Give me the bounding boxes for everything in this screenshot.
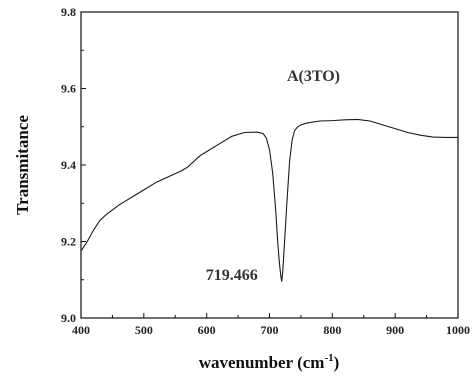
x-tick-label: 900 <box>386 323 404 337</box>
x-tick-label: 800 <box>323 323 341 337</box>
y-tick-label: 9.6 <box>61 82 76 96</box>
y-axis-ticks: 9.0 9.2 9.4 9.6 9.8 <box>61 5 86 325</box>
transmittance-series-line <box>80 118 458 282</box>
x-axis-title: wavenumber (cm-1) <box>199 352 340 372</box>
x-axis-title-end: ) <box>334 353 340 372</box>
x-axis-title-superscript: -1 <box>324 352 333 364</box>
x-axis-title-main: wavenumber (cm <box>199 353 325 372</box>
y-tick-label: 9.8 <box>61 5 76 19</box>
annotation-peak-value: 719.466 <box>206 267 258 284</box>
x-tick-label: 400 <box>72 323 90 337</box>
annotations: A(3TO) 719.466 <box>206 68 340 284</box>
y-tick-label: 9.0 <box>61 311 76 325</box>
x-axis-ticks: 400 500 600 700 800 900 1000 <box>72 313 470 337</box>
y-tick-label: 9.2 <box>61 235 76 249</box>
y-tick-label: 9.4 <box>61 158 76 172</box>
x-tick-label: 700 <box>261 323 279 337</box>
plot-area-frame <box>80 11 459 319</box>
x-tick-label: 600 <box>198 323 216 337</box>
y-axis-title: Transmitance <box>13 115 32 215</box>
annotation-band-label: A(3TO) <box>287 68 340 85</box>
x-tick-label: 1000 <box>446 323 470 337</box>
x-tick-label: 500 <box>135 323 153 337</box>
